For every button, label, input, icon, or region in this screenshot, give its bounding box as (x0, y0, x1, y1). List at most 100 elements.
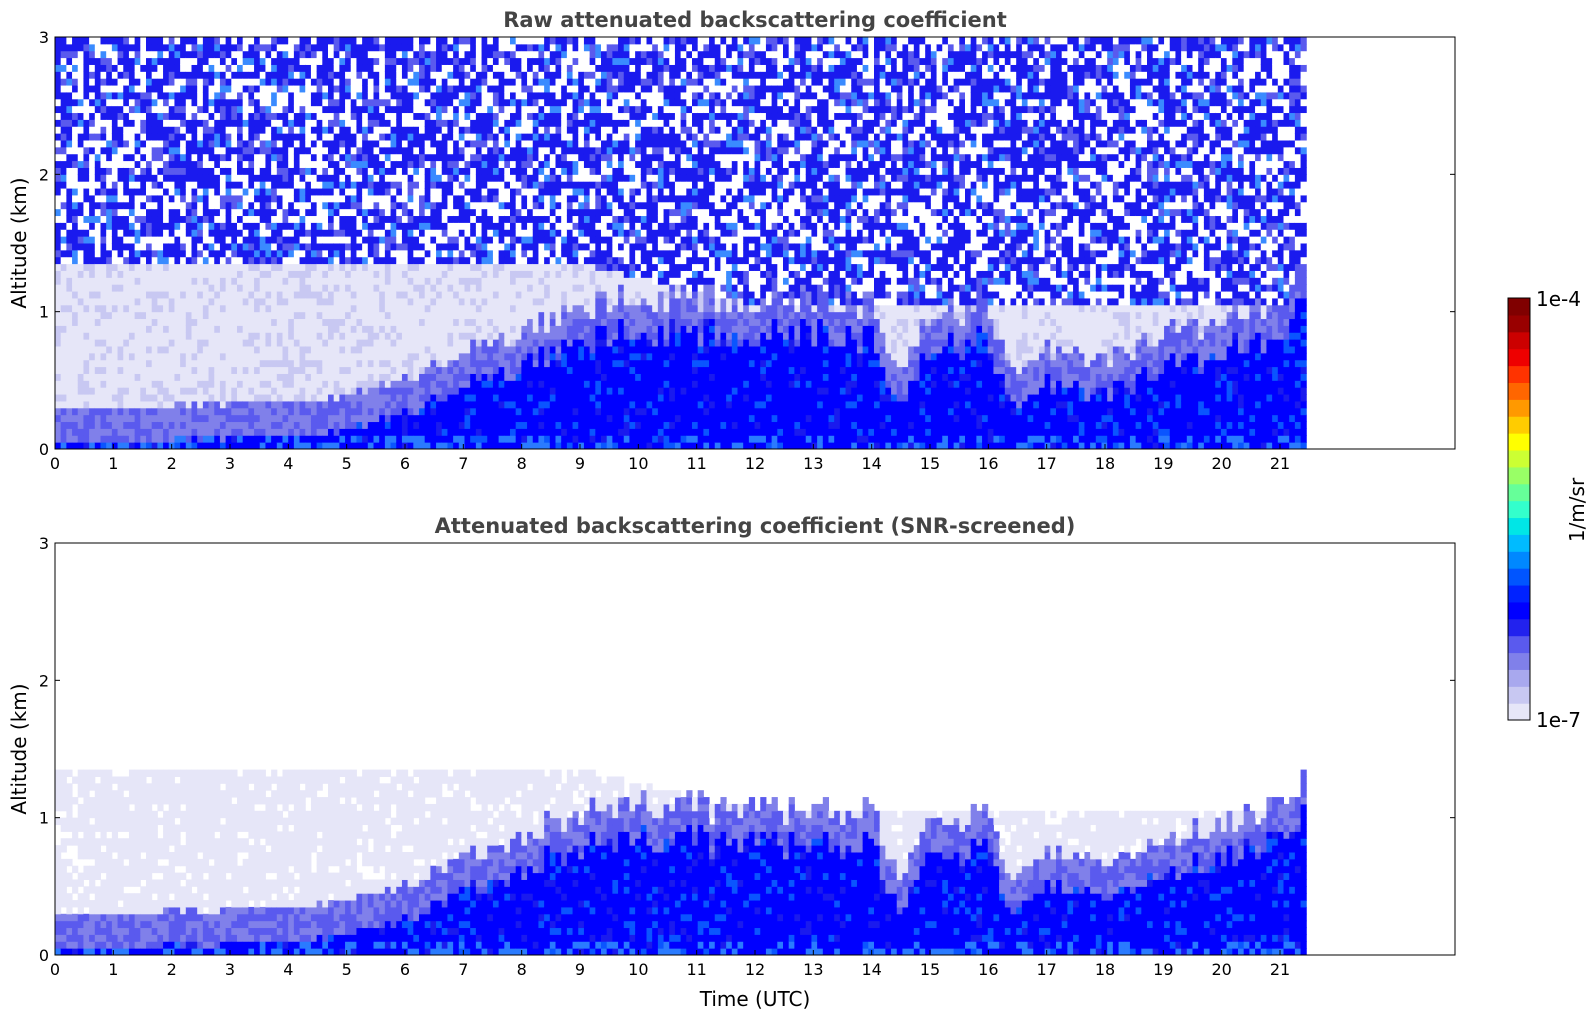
heatmap-cell (282, 373, 289, 381)
heatmap-cell (475, 229, 483, 237)
heatmap-cell (384, 325, 392, 333)
heatmap-cell (510, 407, 517, 416)
heatmap-cell (271, 373, 278, 381)
heatmap-cell (453, 133, 460, 141)
heatmap-cell (231, 133, 238, 141)
heatmap-cell (436, 428, 443, 436)
heatmap-cell (299, 366, 306, 374)
heatmap-cell (453, 318, 460, 326)
heatmap-cell (487, 112, 494, 120)
heatmap-cell (128, 215, 136, 223)
heatmap-cell (373, 85, 380, 93)
heatmap-cell (208, 133, 215, 141)
heatmap-cell (128, 359, 136, 368)
heatmap-cell (396, 407, 403, 416)
heatmap-cell (299, 194, 306, 203)
heatmap-cell (504, 243, 511, 251)
heatmap-cell (140, 387, 147, 395)
heatmap-cell (453, 146, 460, 155)
heatmap-cell (464, 146, 471, 155)
heatmap-cell (401, 407, 409, 416)
heatmap-cell (248, 243, 255, 251)
heatmap-cell (305, 37, 312, 45)
heatmap-cell (202, 291, 210, 299)
heatmap-cell (197, 332, 204, 340)
heatmap-cell (134, 85, 141, 93)
heatmap-cell (117, 57, 124, 65)
heatmap-cell (282, 291, 289, 299)
heatmap-cell (180, 380, 187, 388)
heatmap-cell (151, 236, 158, 244)
heatmap-cell (77, 373, 84, 381)
heatmap-cell (481, 37, 488, 45)
heatmap-cell (248, 174, 255, 182)
heatmap-cell (299, 318, 306, 326)
heatmap-cell (180, 236, 187, 244)
heatmap-cell (498, 188, 505, 196)
heatmap-cell (55, 442, 62, 449)
heatmap-cell (106, 119, 113, 127)
heatmap-cell (407, 277, 414, 285)
heatmap-cell (242, 366, 249, 374)
heatmap-cell (487, 400, 494, 409)
heatmap-cell (492, 400, 500, 409)
heatmap-cell (339, 407, 346, 416)
heatmap-cell (441, 160, 448, 168)
heatmap-cell (333, 133, 340, 141)
heatmap-cell (140, 249, 147, 258)
heatmap-cell (333, 291, 340, 299)
heatmap-cell (66, 263, 73, 271)
heatmap-cell (362, 188, 369, 196)
heatmap-cell (117, 435, 124, 443)
heatmap-cell (413, 126, 420, 134)
heatmap-cell (413, 304, 420, 313)
heatmap-cell (487, 43, 494, 52)
heatmap-cell (407, 304, 414, 313)
heatmap-cell (259, 222, 266, 230)
heatmap-cell (202, 243, 210, 251)
heatmap-cell (271, 43, 278, 52)
heatmap-cell (185, 325, 192, 333)
heatmap-cell (527, 352, 534, 361)
heatmap-cell (373, 435, 380, 443)
heatmap-cell (492, 428, 500, 436)
heatmap-cell (390, 133, 397, 141)
heatmap-cell (515, 160, 522, 168)
heatmap-cell (390, 85, 397, 93)
heatmap-cell (316, 50, 323, 59)
heatmap-cell (328, 222, 335, 230)
heatmap-cell (350, 112, 357, 120)
heatmap-cell (498, 140, 505, 148)
heatmap-cell (94, 428, 101, 436)
heatmap-cell (55, 387, 62, 395)
heatmap-cell (288, 126, 295, 134)
heatmap-cell (259, 43, 266, 52)
heatmap-cell (55, 373, 62, 381)
heatmap-cell (282, 297, 289, 306)
heatmap-cell (384, 50, 392, 59)
heatmap-cell (191, 85, 198, 93)
heatmap-cell (117, 201, 124, 210)
heatmap-cell (66, 98, 73, 107)
heatmap-cell (288, 442, 295, 449)
heatmap-cell (168, 215, 175, 223)
heatmap-cell (464, 229, 471, 237)
heatmap-cell (248, 105, 255, 114)
heatmap-cell (60, 414, 67, 423)
heatmap-cell (168, 318, 175, 326)
heatmap-cell (407, 414, 414, 423)
heatmap-cell (123, 249, 130, 258)
heatmap-cell (271, 421, 278, 429)
heatmap-cell (123, 304, 130, 313)
heatmap-cell (157, 318, 164, 326)
heatmap-cell (379, 194, 386, 203)
heatmap-cell (475, 243, 483, 251)
heatmap-cell (350, 263, 357, 271)
heatmap-cell (515, 140, 522, 148)
heatmap-cell (305, 325, 312, 333)
heatmap-cell (265, 57, 272, 65)
heatmap-cell (464, 325, 471, 333)
heatmap-cell (475, 222, 483, 230)
heatmap-cell (248, 304, 255, 313)
heatmap-cell (481, 160, 488, 168)
